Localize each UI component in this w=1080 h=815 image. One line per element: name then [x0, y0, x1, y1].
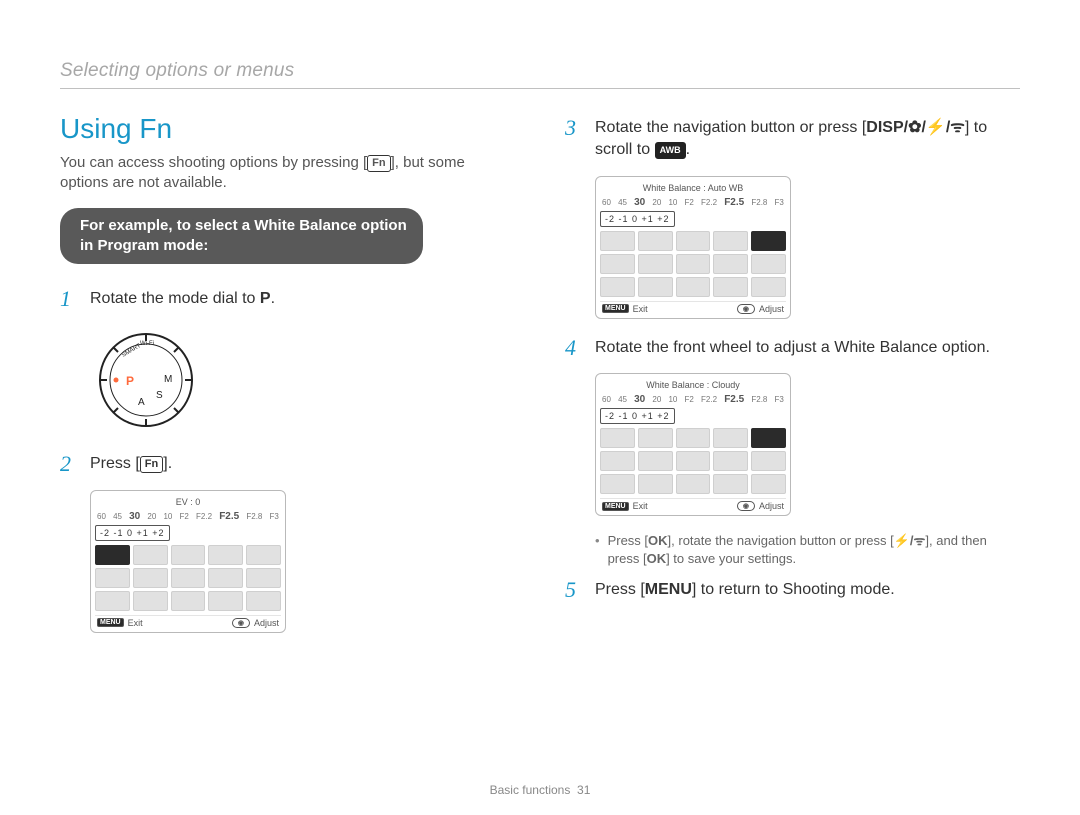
menu-key-icon: MENU	[602, 304, 629, 313]
intro-text: You can access shooting options by press…	[60, 153, 515, 194]
step-1-pre: Rotate the mode dial to	[90, 290, 260, 307]
lcd-wb-cloudy-figure: White Balance : Cloudy 60 45 30 20 10 F2…	[595, 373, 1020, 516]
step-2-number: 2	[60, 453, 74, 475]
step-2-post: ].	[163, 455, 172, 472]
step-2: 2 Press [Fn].	[60, 453, 515, 475]
lcd-title-wb-cloudy: White Balance : Cloudy	[600, 378, 786, 393]
lcd-footer-adjust: Adjust	[759, 304, 784, 314]
menu-label: MENU	[645, 581, 692, 598]
step-1-text: Rotate the mode dial to P.	[90, 288, 275, 310]
left-column: Using Fn You can access shooting options…	[60, 107, 515, 633]
awb-icon: AWB	[655, 142, 686, 159]
svg-text:S: S	[156, 390, 163, 401]
menu-key-icon: MENU	[602, 502, 629, 511]
step-3-pre: Rotate the navigation button or press [	[595, 119, 866, 136]
page-number: 31	[577, 783, 590, 797]
lcd-footer: MENU Exit ◉ Adjust	[600, 301, 786, 314]
wheel-icon: ◉	[737, 304, 755, 314]
lcd-title-ev: EV : 0	[95, 495, 281, 510]
bullet-mid1: ], rotate the navigation button or press…	[668, 533, 894, 548]
lcd-ev-figure: EV : 0 60 45 30 20 10 F2 F2.2 F2.5 F2.8 …	[90, 490, 515, 633]
shutter-scale-row: 60 45 30 20 10 F2 F2.2 F2.5 F2.8 F3	[600, 196, 786, 209]
lcd-title-wb-auto: White Balance : Auto WB	[600, 181, 786, 196]
svg-text:P: P	[126, 374, 134, 388]
lcd-footer-exit: Exit	[128, 618, 143, 628]
step-1-post: .	[271, 290, 275, 307]
shutter-scale-row: 60 45 30 20 10 F2 F2.2 F2.5 F2.8 F3	[600, 393, 786, 406]
fn-key-icon: Fn	[140, 456, 163, 473]
ok-key-icon: OK	[648, 533, 668, 548]
lcd-screen-wb-cloudy: White Balance : Cloudy 60 45 30 20 10 F2…	[595, 373, 791, 516]
bullet-pre: Press [	[608, 533, 648, 548]
step-5-text: Press [MENU] to return to Shooting mode.	[595, 579, 895, 601]
wheel-icon: ◉	[232, 618, 250, 628]
intro-pre: You can access shooting options by press…	[60, 154, 367, 171]
lcd-screen-ev: EV : 0 60 45 30 20 10 F2 F2.2 F2.5 F2.8 …	[90, 490, 286, 633]
page-footer: Basic functions 31	[0, 783, 1080, 797]
step-5-number: 5	[565, 579, 579, 601]
lcd-footer: MENU Exit ◉ Adjust	[600, 498, 786, 511]
ev-scale-box: -2 -1 0 +1 +2	[600, 211, 675, 227]
pill-line-2: in Program mode:	[80, 237, 208, 254]
nav-keys-icon: DISP/✿/⚡/ᯤ	[866, 119, 965, 136]
step-1-number: 1	[60, 288, 74, 310]
divider	[60, 88, 1020, 89]
pill-line-1: For example, to select a White Balance o…	[80, 217, 407, 234]
nav-keys-icon: ⚡/ᯤ	[894, 533, 926, 548]
svg-text:A: A	[138, 397, 145, 408]
example-callout: For example, to select a White Balance o…	[60, 208, 423, 265]
step-3: 3 Rotate the navigation button or press …	[565, 117, 1020, 162]
step-4: 4 Rotate the front wheel to adjust a Whi…	[565, 337, 1020, 359]
lcd-icon-grid	[95, 545, 281, 611]
fn-key-icon: Fn	[367, 155, 390, 172]
lcd-footer-adjust: Adjust	[759, 501, 784, 511]
right-column: 3 Rotate the navigation button or press …	[565, 107, 1020, 633]
note-bullet: Press [OK], rotate the navigation button…	[595, 532, 1020, 567]
menu-key-icon: MENU	[97, 618, 124, 627]
step-5: 5 Press [MENU] to return to Shooting mod…	[565, 579, 1020, 601]
mode-dial-figure: P A S M SMART Wi-Fi	[90, 324, 515, 443]
lcd-footer-exit: Exit	[633, 304, 648, 314]
bullet-post: ] to save your settings.	[666, 551, 796, 566]
step-4-text: Rotate the front wheel to adjust a White…	[595, 337, 990, 359]
lcd-icon-grid	[600, 231, 786, 297]
lcd-icon-grid	[600, 428, 786, 494]
lcd-footer-exit: Exit	[633, 501, 648, 511]
step-2-pre: Press [	[90, 455, 140, 472]
lcd-wb-auto-figure: White Balance : Auto WB 60 45 30 20 10 F…	[595, 176, 1020, 319]
footer-section: Basic functions	[490, 783, 571, 797]
wheel-icon: ◉	[737, 501, 755, 511]
step-3-post: .	[686, 141, 690, 158]
ok-key-icon: OK	[647, 551, 667, 566]
p-mode-icon: P	[260, 290, 271, 307]
step-5-pre: Press [	[595, 581, 645, 598]
shutter-scale-row: 60 45 30 20 10 F2 F2.2 F2.5 F2.8 F3	[95, 510, 281, 523]
step-1: 1 Rotate the mode dial to P.	[60, 288, 515, 310]
lcd-footer-adjust: Adjust	[254, 618, 279, 628]
lcd-screen-wb-auto: White Balance : Auto WB 60 45 30 20 10 F…	[595, 176, 791, 319]
step-5-post: ] to return to Shooting mode.	[692, 581, 895, 598]
step-3-number: 3	[565, 117, 579, 139]
mode-dial-icon: P A S M SMART Wi-Fi	[96, 330, 196, 430]
ev-scale-box: -2 -1 0 +1 +2	[95, 525, 170, 541]
step-2-text: Press [Fn].	[90, 453, 172, 475]
ev-scale-box: -2 -1 0 +1 +2	[600, 408, 675, 424]
section-title: Using Fn	[60, 113, 515, 145]
step-4-number: 4	[565, 337, 579, 359]
breadcrumb: Selecting options or menus	[60, 60, 1020, 82]
step-3-text: Rotate the navigation button or press [D…	[595, 117, 1020, 162]
svg-text:M: M	[164, 374, 172, 385]
svg-text:Wi-Fi: Wi-Fi	[140, 341, 154, 347]
lcd-footer: MENU Exit ◉ Adjust	[95, 615, 281, 628]
